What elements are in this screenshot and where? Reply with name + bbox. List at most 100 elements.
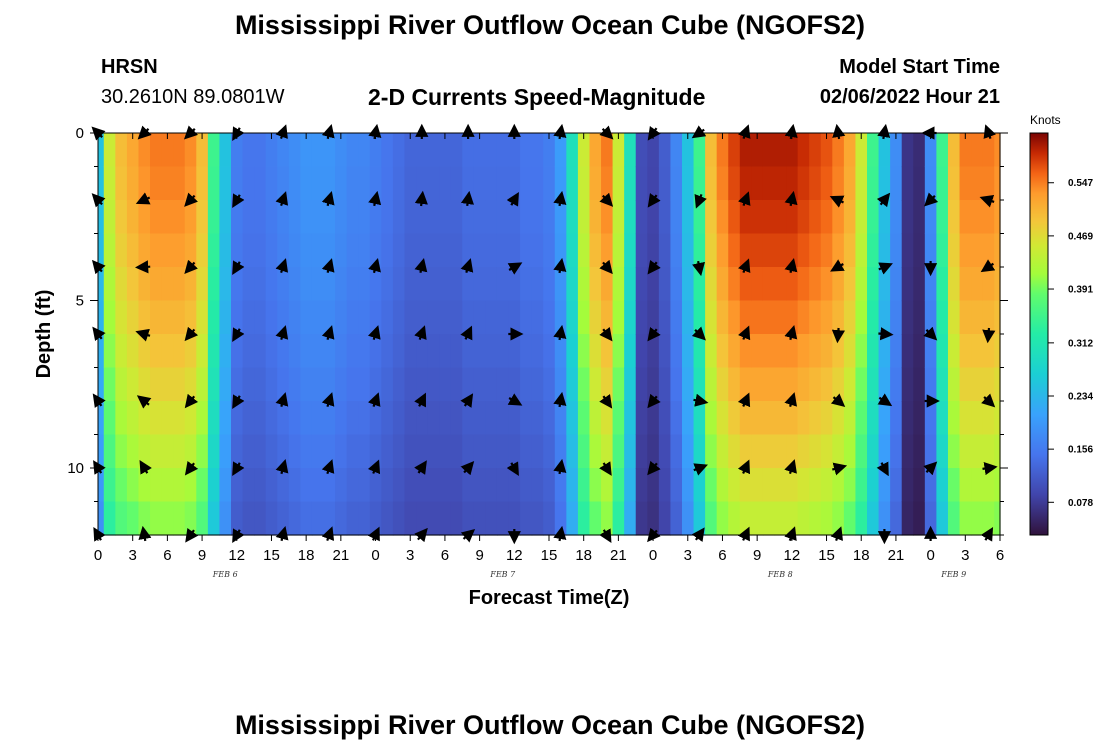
heatmap-cell [982,367,995,402]
heatmap-cell [855,468,868,503]
heatmap-cell [242,468,255,503]
heatmap-cell [577,334,591,369]
heatmap-cell [184,300,197,335]
heatmap-cell [809,166,822,201]
heatmap-cell [254,166,267,201]
heatmap-cell [890,434,903,469]
current-vector [647,193,661,208]
heatmap-cell [508,401,521,436]
heatmap-cell [265,233,278,268]
heatmap-cell [566,200,579,235]
heatmap-cell [635,200,648,235]
heatmap-cell [647,367,660,402]
heatmap-cell [774,200,787,235]
current-vector [184,259,199,274]
heatmap-cell [959,233,972,268]
heatmap-cell [335,501,348,536]
heatmap-cell [207,501,221,536]
heatmap-cell [994,468,1001,503]
heatmap-cell [577,166,591,201]
heatmap-cell [450,166,463,201]
heatmap-cell [369,133,382,168]
heatmap-cell [589,166,602,201]
heatmap-cell [971,501,984,536]
heatmap-cell [936,468,949,503]
heatmap-cell [346,300,359,335]
heatmap-cell [288,367,301,402]
heatmap-cell [520,267,533,302]
heatmap-cell [786,267,799,302]
heatmap-cell [913,501,926,536]
heatmap-cell [820,233,833,268]
heatmap-cell [716,334,729,369]
heatmap-cell [936,434,949,469]
heatmap-cell [323,133,336,168]
heatmap-cell [311,434,325,469]
heatmap-cell [265,133,278,168]
heatmap-cell [543,133,556,168]
x-tick-label: 15 [541,547,558,564]
current-vector [232,327,245,343]
heatmap-cell [439,367,452,402]
heatmap-cell [161,334,174,369]
heatmap-cell [450,267,463,302]
heatmap-cell [288,468,301,503]
heatmap-cell [531,200,544,235]
heatmap-cell [589,334,602,369]
heatmap-cell [820,501,833,536]
current-vector [831,327,845,344]
heatmap-cell [554,200,567,235]
heatmap-cell [381,367,394,402]
heatmap-cell [335,233,348,268]
heatmap-cell [450,233,463,268]
heatmap-cell [392,233,406,268]
heatmap-cell [647,501,660,536]
heatmap-cell [728,468,741,503]
heatmap-cell [670,468,683,503]
heatmap-cell [913,434,926,469]
heatmap-cell [577,200,591,235]
heatmap-cell [647,233,660,268]
heatmap-cell [601,434,614,469]
heatmap-cell [728,233,741,268]
x-tick-label: 0 [371,547,379,564]
heatmap-cell [473,166,486,201]
heatmap-cell [913,233,926,268]
heatmap-cell [161,267,174,302]
current-vector [232,394,245,410]
heatmap-cell [161,233,174,268]
heatmap-cell [242,133,255,168]
heatmap-cell [936,233,949,268]
current-vector [982,462,998,476]
heatmap-cell [381,501,394,536]
heatmap-cell [543,166,556,201]
heatmap-cell [959,367,972,402]
heatmap-cell [647,200,660,235]
heatmap-cell [705,434,718,469]
heatmap-cell [947,200,961,235]
colorbar-tick-label: 0.078 [1068,498,1093,509]
current-vector [553,324,567,341]
heatmap-cell [254,434,267,469]
heatmap-cell [173,468,186,503]
current-vector [139,459,152,475]
heatmap-cell [612,334,625,369]
heatmap-cell [982,300,995,335]
heatmap-cell [716,200,729,235]
heatmap-cell [670,334,683,369]
heatmap-cell [543,200,556,235]
heatmap-cell [543,468,556,503]
current-vector [275,459,289,475]
heatmap-cell [485,334,498,369]
heatmap-cell [762,200,776,235]
heatmap-cell [994,200,1001,235]
heatmap-cell [439,166,452,201]
heatmap-cell [346,468,359,503]
heatmap-cell [219,434,232,469]
heatmap-cell [335,200,348,235]
heatmap-cell [878,300,891,335]
heatmap-cell [242,233,255,268]
heatmap-cell [878,501,891,536]
heatmap-cell [924,233,937,268]
heatmap-cell [462,200,475,235]
